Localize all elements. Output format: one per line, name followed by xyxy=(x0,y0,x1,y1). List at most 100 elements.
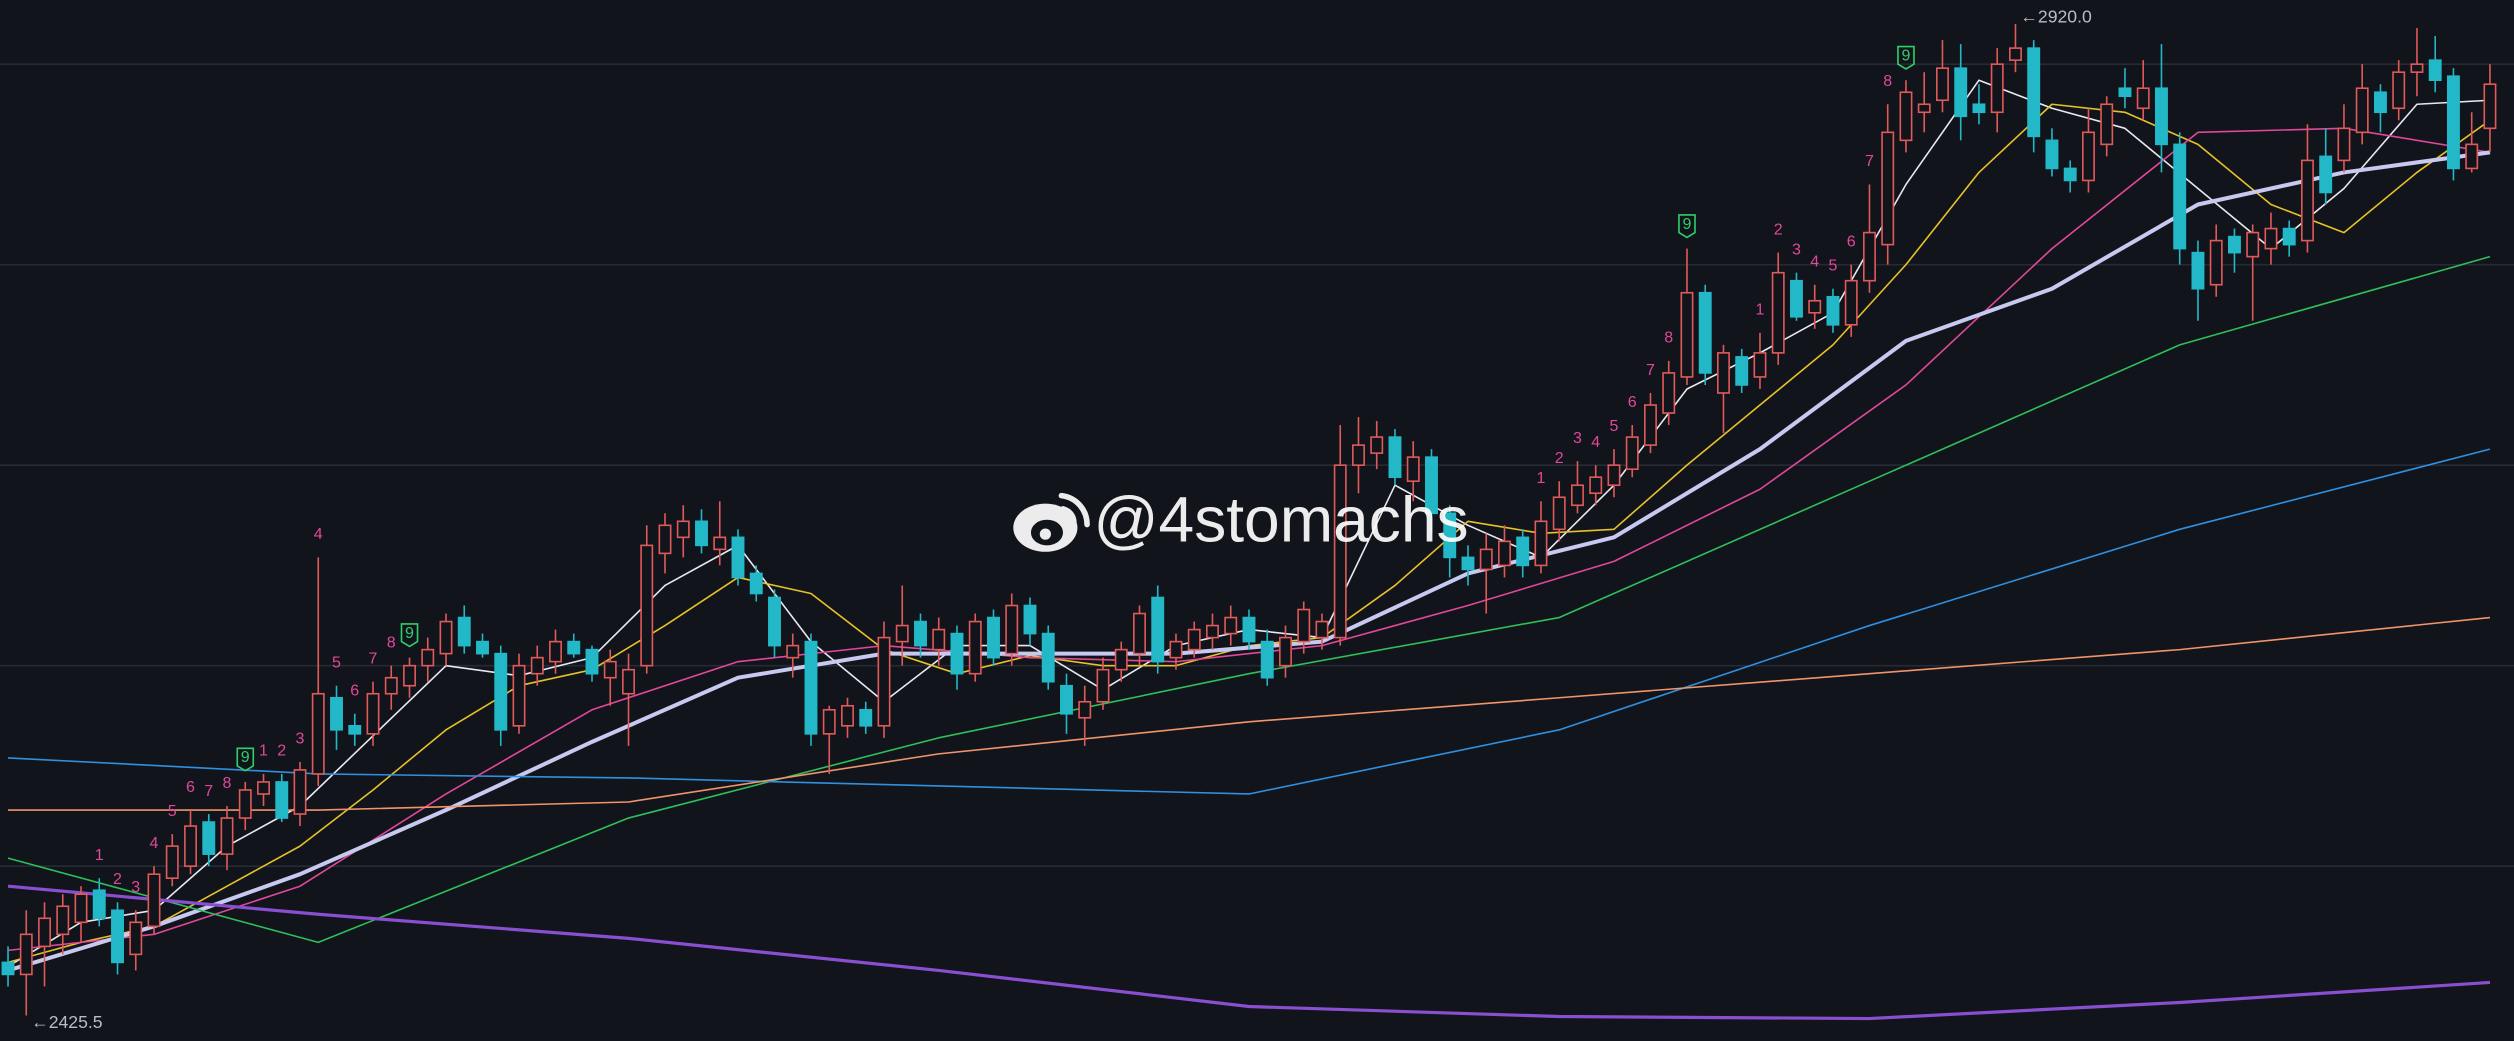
candle-body xyxy=(2227,235,2241,254)
candle-body xyxy=(1498,540,1511,567)
candle-body xyxy=(1096,668,1110,703)
td-count: 8 xyxy=(387,633,396,651)
candle-body xyxy=(311,692,325,775)
td-badge xyxy=(236,747,255,772)
td-count: 6 xyxy=(1628,393,1637,411)
candle-body xyxy=(1206,624,1219,639)
candle-body xyxy=(403,664,416,687)
candle-body xyxy=(2465,143,2479,170)
candle-body xyxy=(129,921,143,956)
td-count: 9 xyxy=(1902,46,1911,64)
candle-body xyxy=(1041,632,1055,683)
candle-body xyxy=(476,640,489,655)
candle-body xyxy=(1826,295,1840,326)
candle-body xyxy=(257,781,270,795)
ma-line xyxy=(7,127,2491,952)
td-count: 5 xyxy=(332,653,341,671)
td-count: 3 xyxy=(1573,429,1582,447)
candle-body xyxy=(1114,648,1128,671)
candle-body xyxy=(1936,67,1949,102)
td-count: 7 xyxy=(369,649,378,667)
td-count: 8 xyxy=(1883,72,1892,90)
candle-body xyxy=(987,616,1000,659)
candle-body xyxy=(1224,616,1238,635)
candle-body xyxy=(1644,404,1657,446)
candle-body xyxy=(731,536,745,579)
td-count: 2 xyxy=(277,742,286,760)
td-badge xyxy=(1897,45,1915,70)
candle-body xyxy=(1315,620,1329,639)
candle-body xyxy=(2063,167,2077,182)
candle-body xyxy=(1808,299,1822,314)
candle-body xyxy=(1680,291,1694,378)
candle-body xyxy=(1881,131,1895,246)
candle-body xyxy=(421,648,435,667)
td-count: 1 xyxy=(1756,301,1765,319)
candle-body xyxy=(585,648,599,675)
candle-body xyxy=(1242,616,1256,643)
grid xyxy=(0,63,2514,867)
candle-body xyxy=(1461,556,1475,571)
candle-body xyxy=(749,572,763,595)
ma-line xyxy=(7,255,2491,944)
ma-line xyxy=(7,448,2491,795)
candle-body xyxy=(1534,520,1548,567)
candle-body xyxy=(2155,87,2168,146)
watermark: @4stomachs xyxy=(1013,483,1469,555)
candle-body xyxy=(895,624,909,643)
candle-body xyxy=(2173,143,2187,250)
candle-body xyxy=(877,636,891,727)
candle-body xyxy=(275,781,289,819)
candle-body xyxy=(658,524,672,555)
candle-body xyxy=(1662,372,1676,414)
candle-body xyxy=(841,704,854,727)
candle-body xyxy=(2428,59,2442,82)
candle-body xyxy=(439,620,453,655)
td-count: 2 xyxy=(1774,220,1783,238)
candle-body xyxy=(2118,87,2132,98)
watermark-text: @4stomachs xyxy=(1093,483,1468,555)
td-count: 9 xyxy=(405,624,414,642)
td-count: 6 xyxy=(350,682,359,700)
candle-body xyxy=(1844,279,1858,326)
candle-body xyxy=(74,893,88,924)
td-count: 1 xyxy=(95,846,104,864)
candle-body xyxy=(2319,155,2333,194)
candle-body xyxy=(786,644,800,659)
candle-body xyxy=(1917,103,1931,114)
candle-body xyxy=(1717,352,1730,394)
candle-body xyxy=(1990,63,2004,114)
td-count: 2 xyxy=(1555,449,1564,467)
candle-body xyxy=(1753,352,1767,378)
td-count: 2 xyxy=(113,870,122,888)
td-count: 3 xyxy=(296,730,305,748)
td-count: 5 xyxy=(1610,417,1619,435)
candle-body xyxy=(1023,604,1037,635)
high-label: ←2920.0 xyxy=(2020,6,2092,26)
candle-body xyxy=(1187,628,1201,651)
candle-body xyxy=(2410,63,2424,73)
candle-body xyxy=(2300,159,2314,242)
candle-body xyxy=(1735,356,1749,386)
candle-body xyxy=(457,616,471,647)
candle-body xyxy=(1571,484,1584,507)
candle-body xyxy=(914,620,927,647)
td-count: 5 xyxy=(1829,256,1838,274)
candle-body xyxy=(1516,536,1530,567)
td-count: 9 xyxy=(241,748,250,766)
candle-body xyxy=(165,845,179,879)
candle-body xyxy=(147,873,161,928)
td-count: 8 xyxy=(223,774,232,792)
candle-body xyxy=(2246,231,2260,258)
candle-body xyxy=(2027,47,2041,138)
candle-body xyxy=(1771,271,1785,354)
candle-body xyxy=(1899,91,1913,142)
candle-body xyxy=(384,676,398,695)
td-count: 4 xyxy=(1591,433,1600,451)
candle-body xyxy=(2136,87,2150,110)
candle-body xyxy=(1352,444,1365,466)
candle-body xyxy=(1625,436,1639,470)
candle-body xyxy=(950,632,964,675)
